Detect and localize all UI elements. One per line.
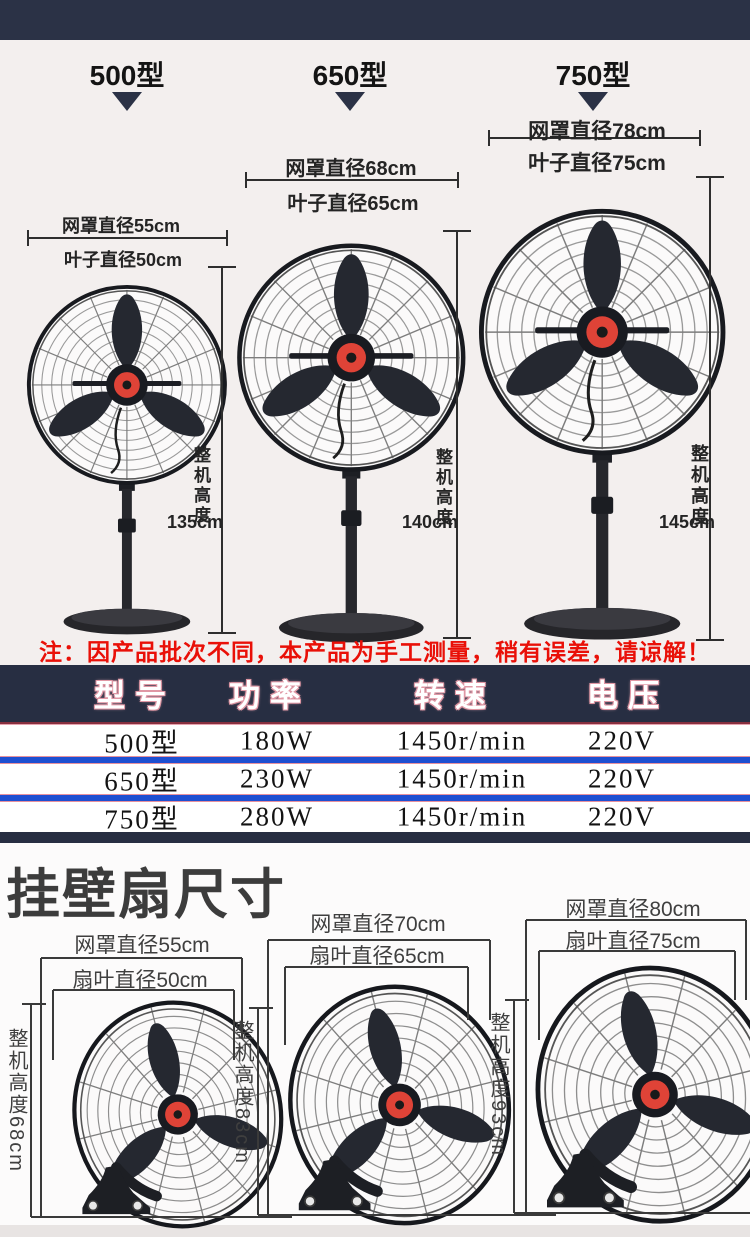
overall-height-label: 整机高度68cm: [5, 1028, 27, 1173]
wall-fan-section-title: 挂壁扇尺寸: [6, 865, 286, 925]
pedestal-fan-650-image: [239, 246, 463, 643]
table-row-separator: [0, 756, 750, 764]
spec-table-header-bg: [0, 665, 750, 722]
overall-height-label: 整机高度93cm: [487, 1012, 509, 1157]
grille-diameter-label: 网罩直径55cm: [61, 216, 181, 236]
col-header-model: 型号: [94, 678, 176, 714]
overall-height-value: 135cm: [166, 512, 224, 532]
col-header-voltage: 电压: [587, 678, 669, 714]
cell-power: 180W: [240, 725, 314, 756]
dimension-lines-pedestal-750: [488, 130, 724, 641]
cell-speed: 1450r/min: [396, 725, 528, 756]
model-label-750: 750型: [555, 60, 631, 91]
grille-diameter-label: 网罩直径70cm: [310, 913, 446, 936]
model-label-500: 500型: [89, 60, 165, 91]
table-row-bg: [0, 802, 750, 832]
down-arrow-icon: [335, 92, 365, 111]
cell-model: 650型: [104, 766, 180, 797]
blade-diameter-label: 叶子直径65cm: [287, 193, 419, 215]
cell-power: 280W: [240, 801, 314, 832]
table-header-separator: [0, 722, 750, 726]
disclaimer-note: 注：因产品批次不同，本产品为手工测量，稍有误差，请谅解！: [39, 639, 711, 665]
down-arrow-icon: [578, 92, 608, 111]
cell-power: 230W: [240, 763, 314, 794]
overall-height-value: 145cm: [658, 512, 716, 532]
pedestal-fan-750-image: [481, 211, 723, 639]
grille-diameter-label: 网罩直径78cm: [528, 120, 666, 143]
table-row-bg: [0, 764, 750, 794]
grille-diameter-label: 网罩直径80cm: [565, 898, 701, 921]
cell-voltage: 220V: [588, 801, 656, 832]
cell-speed: 1450r/min: [396, 801, 528, 832]
table-bottom-bar: [0, 832, 750, 843]
blade-diameter-label: 扇叶直径50cm: [72, 969, 208, 992]
bottom-strip: [0, 1225, 750, 1237]
blade-diameter-label: 扇叶直径75cm: [565, 930, 701, 953]
down-arrow-icon: [112, 92, 142, 111]
grille-diameter-label: 网罩直径68cm: [285, 158, 417, 180]
table-row-separator: [0, 794, 750, 802]
overall-height-label: 整机高度83cm: [231, 1020, 253, 1165]
cell-voltage: 220V: [588, 763, 656, 794]
cell-voltage: 220V: [588, 725, 656, 756]
table-row-bg: [0, 726, 750, 756]
cell-model: 500型: [104, 728, 180, 759]
dimension-lines-pedestal-650: [245, 172, 471, 639]
cell-speed: 1450r/min: [396, 763, 528, 794]
grille-diameter-label: 网罩直径55cm: [74, 934, 210, 957]
overall-height-value: 140cm: [401, 512, 459, 532]
model-label-650: 650型: [312, 60, 388, 91]
top-dark-bar: [0, 0, 750, 40]
cell-model: 750型: [104, 804, 180, 835]
blade-diameter-label: 叶子直径50cm: [63, 250, 183, 270]
dimension-lines-pedestal-500: [27, 230, 236, 634]
col-header-speed: 转速: [414, 678, 496, 714]
blade-diameter-label: 扇叶直径65cm: [309, 945, 445, 968]
col-header-power: 功率: [229, 678, 311, 714]
blade-diameter-label: 叶子直径75cm: [528, 152, 666, 175]
